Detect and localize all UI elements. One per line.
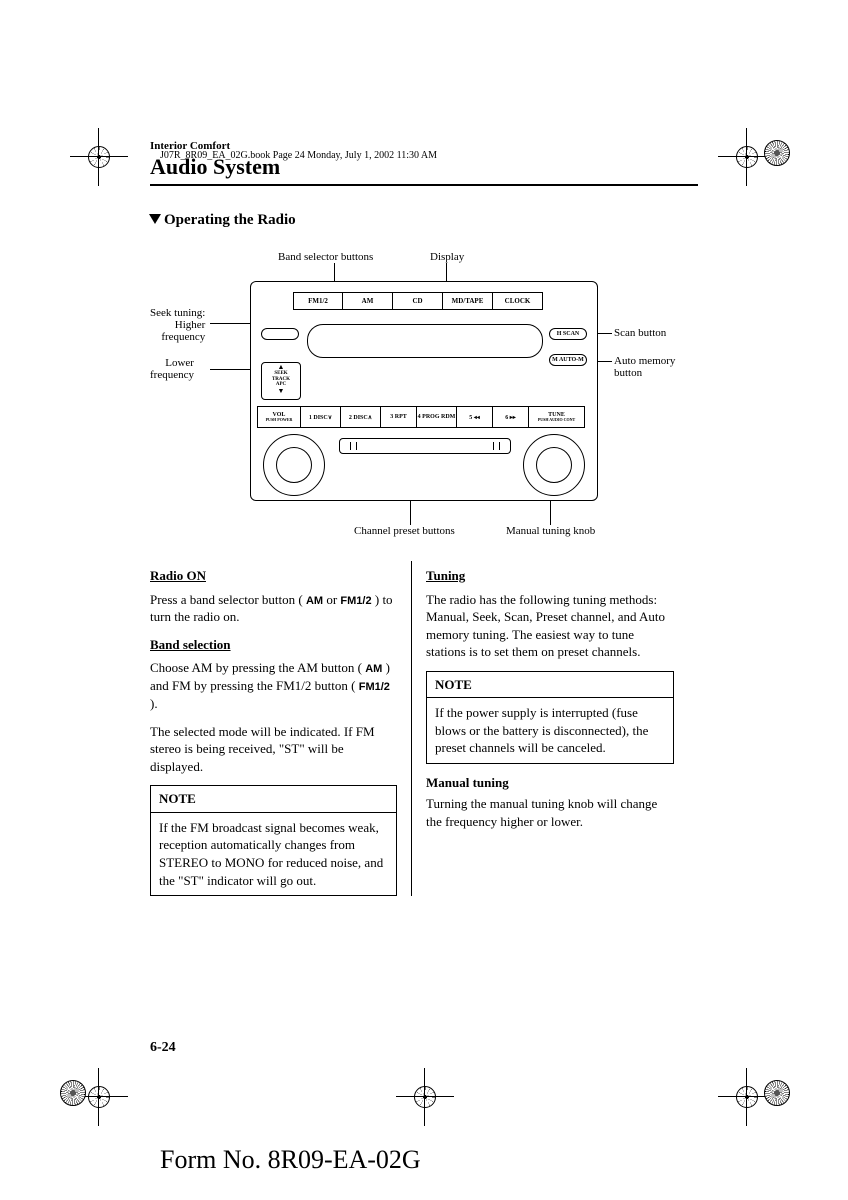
pill-scan: H SCAN bbox=[549, 328, 587, 340]
top-button-row: FM1/2 AM CD MD/TAPE CLOCK bbox=[293, 292, 543, 310]
para-radio-on: Press a band selector button ( AM or FM1… bbox=[150, 591, 397, 626]
inline-btn-am-2: AM bbox=[365, 663, 382, 675]
radio-face: FM1/2 AM CD MD/TAPE CLOCK H SCAN M AUTO-… bbox=[250, 281, 598, 501]
cassette-slot bbox=[339, 438, 511, 454]
heading-tuning: Tuning bbox=[426, 567, 674, 585]
callout-scan: Scan button bbox=[614, 327, 666, 339]
inline-btn-fm-1: FM1/2 bbox=[340, 595, 371, 607]
note-box-left: NOTE If the FM broadcast signal becomes … bbox=[150, 785, 397, 896]
btn-preset-3: 3 RPT bbox=[381, 406, 417, 428]
inline-btn-fm-2: FM1/2 bbox=[359, 681, 390, 693]
callout-preset: Channel preset buttons bbox=[354, 525, 455, 537]
crop-mark-bc bbox=[396, 1068, 454, 1126]
subsection-text: Operating the Radio bbox=[164, 212, 296, 228]
note-box-right: NOTE If the power supply is interrupted … bbox=[426, 671, 674, 764]
btn-preset-5: 5 ◂◂ bbox=[457, 406, 493, 428]
note-body-right: If the power supply is interrupted (fuse… bbox=[427, 698, 673, 763]
subsection-heading: Operating the Radio bbox=[150, 212, 698, 229]
btn-preset-4: 4 PROG RDM bbox=[417, 406, 457, 428]
callout-seek-lo: Lower frequency bbox=[150, 357, 194, 381]
pill-tl bbox=[261, 328, 299, 340]
inline-btn-am-1: AM bbox=[306, 595, 323, 607]
crop-mark-tl bbox=[70, 128, 128, 186]
pill-automem: M AUTO-M bbox=[549, 354, 587, 366]
section-label: Interior Comfort bbox=[150, 140, 698, 152]
note-title-left: NOTE bbox=[151, 786, 396, 813]
callout-tune-knob: Manual tuning knob bbox=[506, 525, 595, 537]
btn-preset-6: 6 ▸▸ bbox=[493, 406, 529, 428]
heading-radio-on: Radio ON bbox=[150, 567, 397, 585]
para-tuning: The radio has the following tuning metho… bbox=[426, 591, 674, 661]
seek-text: SEEK TRACK APC bbox=[272, 371, 290, 387]
callout-band-selector: Band selector buttons bbox=[278, 251, 373, 263]
btn-vol: VOLPUSH POWER bbox=[257, 406, 301, 428]
btn-clock: CLOCK bbox=[493, 292, 543, 310]
knob-volume bbox=[263, 434, 325, 496]
btn-cd: CD bbox=[393, 292, 443, 310]
btn-fm12: FM1/2 bbox=[293, 292, 343, 310]
bottom-button-row: VOLPUSH POWER 1 DISC∨ 2 DISC∧ 3 RPT 4 PR… bbox=[257, 406, 585, 428]
rosette-tr bbox=[764, 140, 790, 166]
btn-am: AM bbox=[343, 292, 393, 310]
btn-tune: TUNEPUSH AUDIO CONT bbox=[529, 406, 585, 428]
rosette-br bbox=[764, 1080, 790, 1106]
page-title: Audio System bbox=[150, 154, 698, 186]
para-mode-indicated: The selected mode will be indicated. If … bbox=[150, 723, 397, 776]
radio-diagram: Band selector buttons Display Seek tunin… bbox=[150, 241, 698, 541]
heading-band-selection: Band selection bbox=[150, 636, 397, 654]
rosette-bl bbox=[60, 1080, 86, 1106]
page-number: 6-24 bbox=[150, 1040, 176, 1056]
left-column: Radio ON Press a band selector button ( … bbox=[150, 561, 412, 896]
btn-preset-2: 2 DISC∧ bbox=[341, 406, 381, 428]
callout-automem: Auto memory button bbox=[614, 355, 675, 379]
display-panel bbox=[307, 324, 543, 358]
btn-mdtape: MD/TAPE bbox=[443, 292, 493, 310]
right-column: Tuning The radio has the following tunin… bbox=[412, 561, 674, 896]
para-manual-tuning: Turning the manual tuning knob will chan… bbox=[426, 795, 674, 830]
text-columns: Radio ON Press a band selector button ( … bbox=[150, 561, 698, 896]
seek-block: ▲ SEEK TRACK APC ▼ bbox=[261, 362, 301, 400]
form-number: Form No. 8R09-EA-02G bbox=[160, 1145, 421, 1175]
para-band-selection: Choose AM by pressing the AM button ( AM… bbox=[150, 659, 397, 712]
callout-seek-hi: Seek tuning: Higher frequency bbox=[150, 307, 205, 343]
btn-preset-1: 1 DISC∨ bbox=[301, 406, 341, 428]
triangle-icon bbox=[149, 214, 161, 224]
heading-manual-tuning: Manual tuning bbox=[426, 774, 674, 792]
callout-display: Display bbox=[430, 251, 464, 263]
note-body-left: If the FM broadcast signal becomes weak,… bbox=[151, 813, 396, 895]
note-title-right: NOTE bbox=[427, 672, 673, 699]
knob-tune bbox=[523, 434, 585, 496]
